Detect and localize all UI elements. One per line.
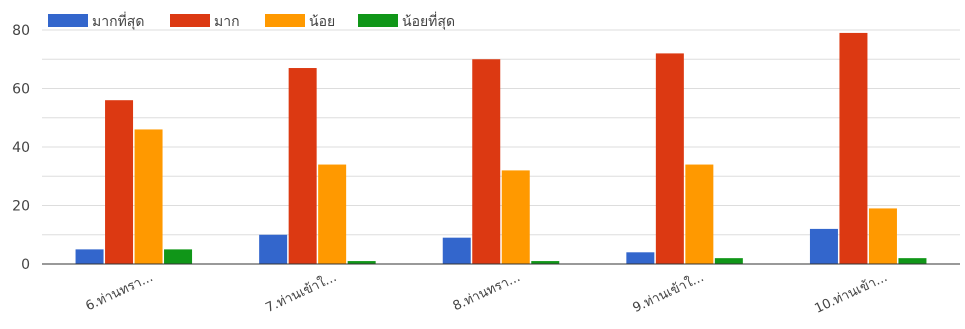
bar[interactable] bbox=[898, 258, 927, 264]
bar[interactable] bbox=[809, 228, 838, 264]
bar[interactable] bbox=[626, 252, 655, 264]
y-tick-label: 60 bbox=[12, 82, 30, 98]
x-category-label: 6.ท่านทรา... bbox=[84, 270, 156, 314]
bar[interactable] bbox=[134, 129, 163, 264]
y-tick-label: 0 bbox=[21, 257, 30, 273]
legend-label: มาก bbox=[214, 14, 240, 30]
legend-label: น้อยที่สุด bbox=[402, 12, 455, 30]
legend-item[interactable]: มาก bbox=[170, 14, 240, 30]
bar[interactable] bbox=[259, 234, 288, 264]
legend-label: มากที่สุด bbox=[92, 12, 144, 30]
bar[interactable] bbox=[347, 261, 376, 264]
y-tick-label: 40 bbox=[12, 140, 30, 156]
bar[interactable] bbox=[318, 164, 347, 264]
legend-item[interactable]: น้อยที่สุด bbox=[358, 12, 455, 30]
bar[interactable] bbox=[501, 170, 530, 264]
x-category-label: 7.ท่านเข้าใ... bbox=[263, 269, 339, 316]
bar[interactable] bbox=[75, 249, 104, 264]
bars bbox=[75, 32, 927, 265]
bar[interactable] bbox=[868, 208, 897, 264]
legend[interactable]: มากที่สุด มาก น้อย น้อยที่สุด bbox=[48, 12, 455, 30]
x-category-label: 8.ท่านทรา... bbox=[451, 270, 523, 314]
legend-item[interactable]: น้อย bbox=[265, 14, 335, 30]
x-category-label: 9.ท่านเข้าใ... bbox=[630, 269, 706, 316]
y-tick-label: 20 bbox=[12, 199, 30, 215]
bar[interactable] bbox=[685, 164, 714, 264]
legend-swatch bbox=[265, 14, 305, 27]
bar[interactable] bbox=[472, 59, 501, 264]
legend-swatch bbox=[170, 14, 210, 27]
bar[interactable] bbox=[839, 32, 868, 264]
bar[interactable] bbox=[655, 53, 684, 265]
bar[interactable] bbox=[164, 249, 193, 264]
legend-label: น้อย bbox=[309, 14, 335, 30]
legend-item[interactable]: มากที่สุด bbox=[48, 12, 144, 30]
y-axis-ticks: 0 20 40 60 80 bbox=[12, 23, 30, 273]
y-tick-label: 80 bbox=[12, 23, 30, 39]
bar[interactable] bbox=[714, 258, 743, 264]
bar[interactable] bbox=[105, 100, 134, 264]
bar[interactable] bbox=[531, 261, 560, 264]
bar[interactable] bbox=[288, 68, 317, 265]
x-axis-labels: 6.ท่านทรา... 7.ท่านเข้าใ... 8.ท่านทรา... 9.… bbox=[84, 269, 890, 317]
legend-swatch bbox=[48, 14, 88, 27]
legend-swatch bbox=[358, 14, 398, 27]
x-category-label: 10.ท่านเข้า... bbox=[812, 270, 889, 317]
grid-lines bbox=[42, 29, 960, 236]
bar[interactable] bbox=[442, 237, 471, 264]
